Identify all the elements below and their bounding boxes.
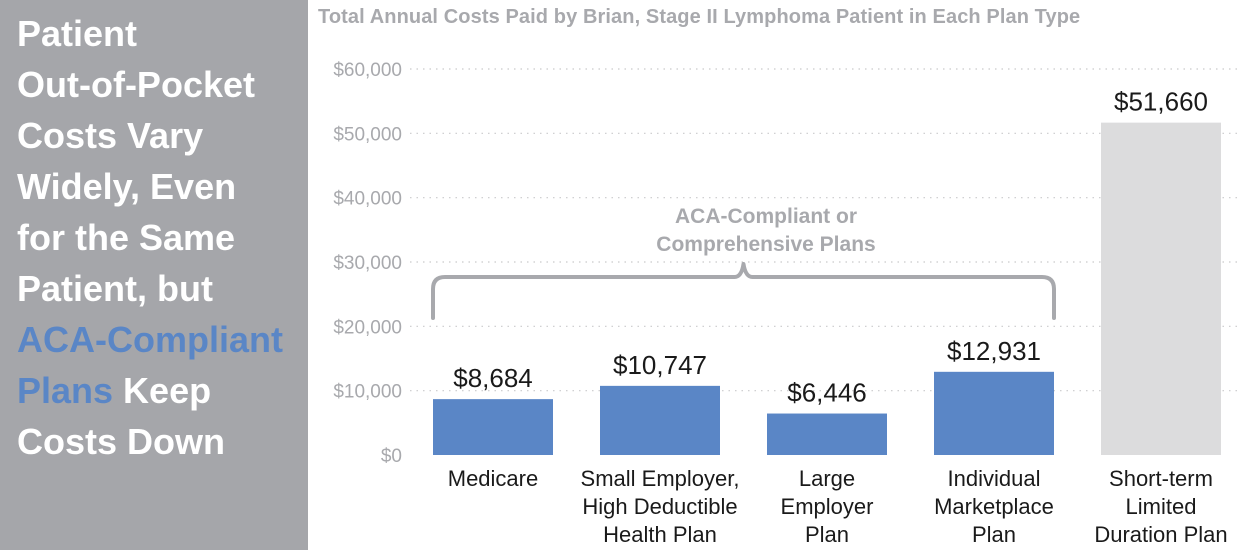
y-tick-label: $10,000 xyxy=(333,382,402,403)
data-label: $6,446 xyxy=(787,378,867,408)
x-tick-label: Employer xyxy=(781,494,874,519)
sidebar-heading-line-mixed: Plans Keep xyxy=(17,365,308,416)
data-label: $12,931 xyxy=(947,336,1041,366)
data-label: $10,747 xyxy=(613,350,707,380)
sidebar-heading-line: Widely, Even xyxy=(17,166,237,207)
x-tick-label: Health Plan xyxy=(603,522,717,547)
y-tick-label: $50,000 xyxy=(333,124,402,145)
y-tick-label: $30,000 xyxy=(333,253,402,274)
bar xyxy=(433,399,553,455)
x-tick-label: Medicare xyxy=(448,466,538,491)
bar xyxy=(600,385,720,455)
x-tick-label: Short-term xyxy=(1109,466,1213,491)
data-label: $8,684 xyxy=(453,363,533,393)
bar xyxy=(767,413,887,455)
sidebar-heading-line: for the Same xyxy=(17,217,236,258)
sidebar-heading-line: Costs Vary xyxy=(17,115,204,156)
x-tick-label: Plan xyxy=(805,522,849,547)
y-tick-label: $60,000 xyxy=(333,60,402,81)
x-tick-label: Small Employer, xyxy=(581,466,740,491)
sidebar-heading-line: Patient, but xyxy=(17,268,213,309)
x-tick-label: Duration Plan xyxy=(1094,522,1227,547)
bar xyxy=(934,371,1054,455)
sidebar-heading-line: Out-of-Pocket xyxy=(17,64,255,105)
y-tick-label: $40,000 xyxy=(333,189,402,210)
x-tick-label: Plan xyxy=(972,522,1016,547)
sidebar-highlight-word: Plans xyxy=(17,370,114,411)
x-tick-label: Marketplace xyxy=(934,494,1054,519)
data-label: $51,660 xyxy=(1114,87,1208,117)
sidebar-highlight-line: ACA-Compliant xyxy=(17,319,283,360)
x-tick-label: Individual xyxy=(948,466,1041,491)
x-tick-label: Limited xyxy=(1126,494,1197,519)
x-tick-label: High Deductible xyxy=(582,494,737,519)
annotation-bracket xyxy=(431,262,1056,320)
bar xyxy=(1101,122,1221,456)
sidebar-heading-tail: Keep xyxy=(113,370,212,411)
y-tick-label: $20,000 xyxy=(333,317,402,338)
annotation-label: ACA-Compliant or xyxy=(675,205,857,228)
chart-title: Total Annual Costs Paid by Brian, Stage … xyxy=(318,6,1081,28)
x-tick-label: Large xyxy=(799,466,855,491)
sidebar-heading-line: Patient xyxy=(17,13,138,54)
y-tick-label: $0 xyxy=(381,446,402,467)
sidebar-panel: Patient Out-of-Pocket Costs Vary Widely,… xyxy=(0,0,308,550)
annotation-label: Comprehensive Plans xyxy=(656,233,875,256)
sidebar-heading-line: Costs Down xyxy=(17,421,226,462)
